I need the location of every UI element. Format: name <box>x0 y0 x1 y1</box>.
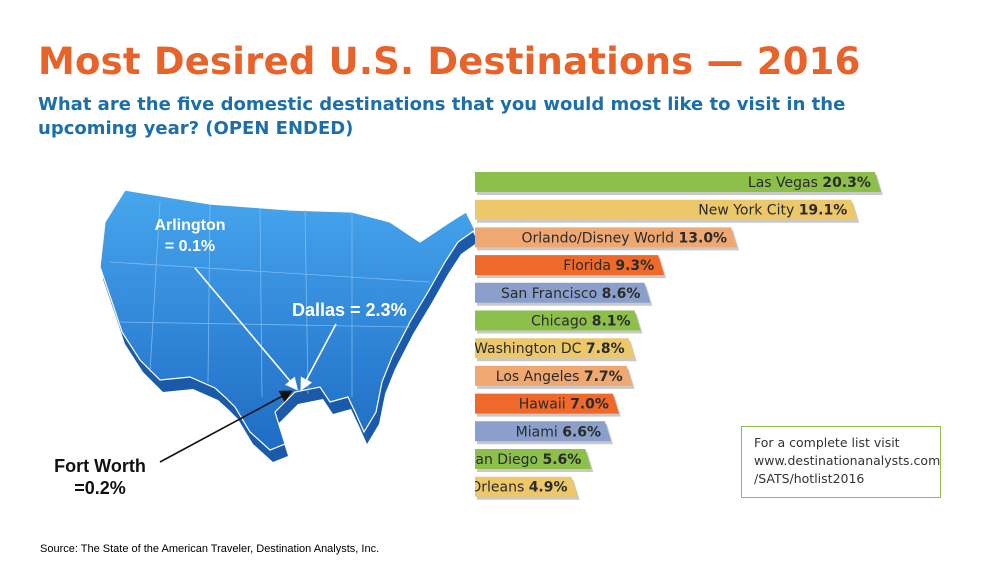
bar-category: San Diego <box>475 452 542 468</box>
bar-value: 20.3% <box>822 175 871 191</box>
bar-label: Chicago 8.1% <box>531 314 631 330</box>
bar-rect <box>475 199 858 220</box>
bar-label: Orlando/Disney World 13.0% <box>521 230 727 246</box>
bar-category: Orlando/Disney World <box>521 230 678 246</box>
note-line-3: /SATS/hotlist2016 <box>754 471 865 486</box>
bar-rect <box>475 449 592 469</box>
bar-1: New York City 19.1% <box>475 199 860 223</box>
bar-0: Las Vegas 20.3% <box>475 172 883 195</box>
bar-label: New York City 19.1% <box>698 203 847 219</box>
bar-category: New Orleans <box>475 480 529 496</box>
bar-rect <box>475 255 665 276</box>
bar-label: San Diego 5.6% <box>475 452 581 468</box>
bar-8: Hawaii 7.0% <box>475 393 621 417</box>
bar-value: 4.9% <box>529 480 568 496</box>
bar-category: Hawaii <box>519 397 570 413</box>
bar-rect <box>475 421 612 442</box>
bar-chart: Las Vegas 20.3% New York City 19.1% Orland… <box>475 172 883 500</box>
bar-category: Florida <box>563 258 615 274</box>
bar-category: Los Angeles <box>496 369 584 385</box>
bar-value: 8.6% <box>602 286 641 302</box>
bar-label: Miami 6.6% <box>516 424 601 440</box>
bar-rect <box>475 310 641 331</box>
arlington-arrow <box>194 267 299 391</box>
bar-label: Las Vegas 20.3% <box>748 175 871 191</box>
bar-rect <box>475 476 578 497</box>
bar-value: 7.7% <box>584 369 623 385</box>
label-arlington: Arlington = 0.1% <box>140 215 240 257</box>
page-title: Most Desired U.S. Destinations — 2016 <box>38 40 861 83</box>
bar-rect <box>475 172 881 192</box>
bar-5: Chicago 8.1% <box>475 310 643 334</box>
bar-label: Hawaii 7.0% <box>519 397 609 413</box>
source-note: Source: The State of the American Travel… <box>40 543 380 555</box>
label-fort-worth: Fort Worth =0.2% <box>35 455 165 499</box>
note-line-1: For a complete list visit <box>754 435 900 450</box>
note-link[interactable]: www.destinationanalysts.com <box>754 453 941 468</box>
bar-value: 13.0% <box>679 230 728 246</box>
bar-rect <box>475 365 633 386</box>
bar-label: Florida 9.3% <box>563 258 654 274</box>
bar-11: New Orleans 4.9% <box>475 476 580 500</box>
label-dallas: Dallas = 2.3% <box>292 300 407 320</box>
bar-category: Las Vegas <box>748 175 822 191</box>
bar-value: 19.1% <box>799 203 848 219</box>
bar-2: Orlando/Disney World 13.0% <box>475 227 740 251</box>
fort-worth-arrow <box>159 390 293 463</box>
bar-9: Miami 6.6% <box>475 421 614 445</box>
bar-category: Chicago <box>531 314 592 330</box>
bar-4: San Francisco 8.6% <box>475 282 653 306</box>
bar-category: Miami <box>516 424 563 440</box>
bar-category: San Francisco <box>501 286 602 302</box>
bar-value: 5.6% <box>542 452 581 468</box>
bar-label: New Orleans 4.9% <box>475 480 568 496</box>
bar-category: New York City <box>698 203 798 219</box>
usa-map-icon <box>99 189 478 462</box>
bar-label: Washington DC 7.8% <box>475 341 625 357</box>
bar-6: Washington DC 7.8% <box>475 338 637 362</box>
bar-category: Washington DC <box>475 341 586 357</box>
bar-value: 9.3% <box>615 258 654 274</box>
bar-value: 8.1% <box>592 314 631 330</box>
bar-rect <box>475 282 651 303</box>
bar-rect <box>475 393 619 414</box>
bar-3: Florida 9.3% <box>475 255 667 279</box>
bar-rect <box>475 338 635 359</box>
label-arlington-text: Arlington = 0.1% <box>154 217 226 255</box>
bar-7: Los Angeles 7.7% <box>475 365 635 389</box>
bar-label: San Francisco 8.6% <box>501 286 640 302</box>
chart-subtitle: What are the five domestic destinations … <box>38 94 846 139</box>
dallas-arrow <box>300 323 337 391</box>
label-fort-worth-text: Fort Worth =0.2% <box>54 456 146 498</box>
bar-value: 7.8% <box>586 341 625 357</box>
note-box: For a complete list visit www.destinatio… <box>741 426 941 498</box>
bar-label: Los Angeles 7.7% <box>496 369 623 385</box>
bar-value: 7.0% <box>570 397 609 413</box>
bar-value: 6.6% <box>562 424 601 440</box>
bar-rect <box>475 227 738 248</box>
bar-10: San Diego 5.6% <box>475 449 594 472</box>
